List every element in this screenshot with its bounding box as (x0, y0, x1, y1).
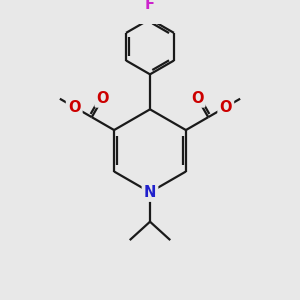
Text: N: N (144, 185, 156, 200)
Text: O: O (191, 91, 203, 106)
Text: O: O (220, 100, 232, 115)
Text: O: O (68, 100, 80, 115)
Text: O: O (97, 91, 109, 106)
Text: F: F (145, 0, 155, 12)
